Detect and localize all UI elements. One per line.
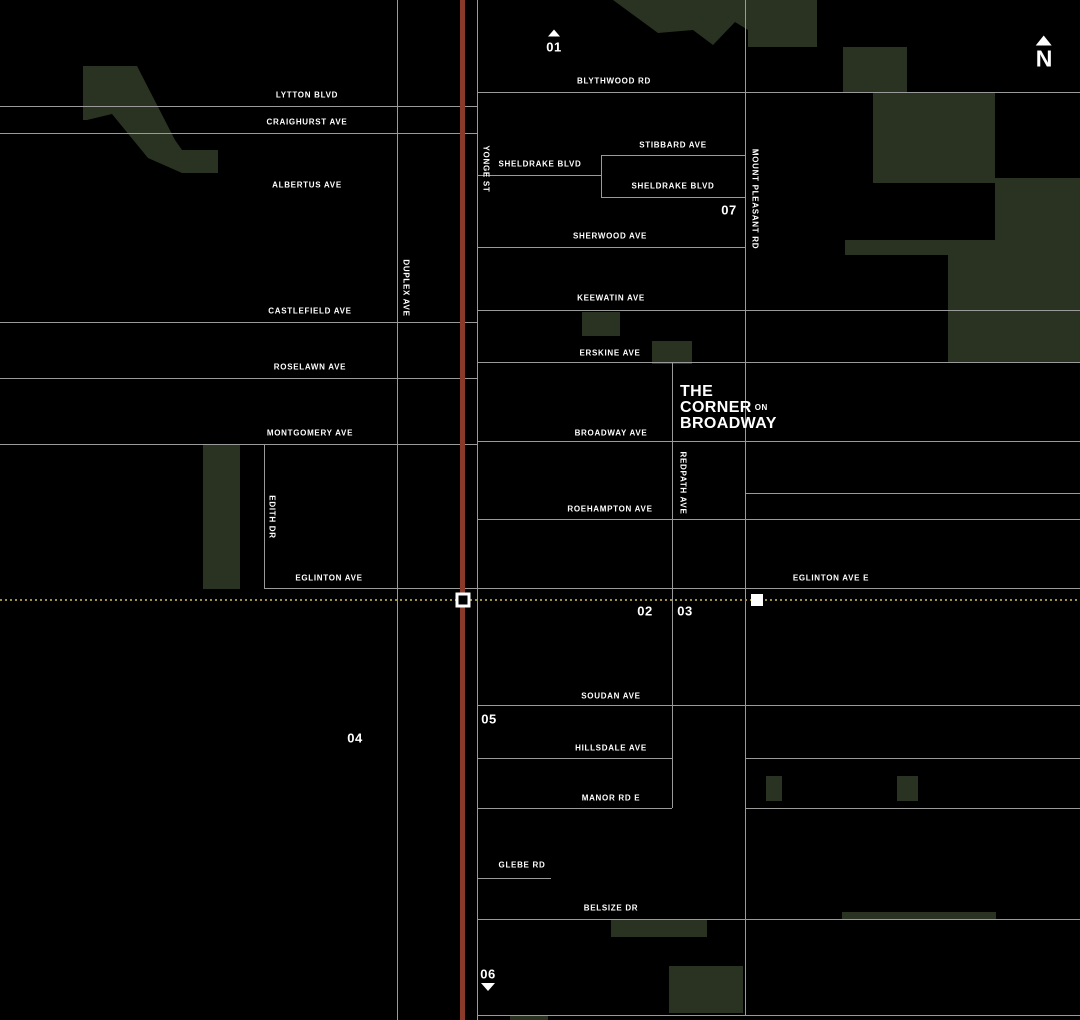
park-area [613, 0, 817, 47]
street-label-belsize-dr: BELSIZE DR [583, 903, 639, 913]
street-line-horizontal [0, 378, 477, 379]
park-area [845, 240, 1080, 255]
logo-line-the: THE [680, 383, 714, 400]
street-label-hillsdale-ave: HILLSDALE AVE [575, 743, 647, 753]
street-label-keewatin-ave: KEEWATIN AVE [577, 293, 645, 303]
map-marker-06: 06 [480, 966, 496, 982]
lrt-station-marker [751, 594, 763, 606]
street-label-glebe-rd: GLEBE RD [498, 860, 546, 870]
street-line-vertical [264, 444, 265, 588]
map-marker-03: 03 [677, 603, 693, 619]
street-label-stibbard-ave: STIBBARD AVE [639, 140, 707, 150]
street-label-lytton-blvd: LYTTON BLVD [275, 90, 339, 100]
street-label-albertus-ave: ALBERTUS AVE [272, 180, 342, 190]
up-arrow-icon [548, 29, 560, 37]
street-label-redpath-ave: REDPATH AVE [678, 451, 688, 515]
street-line-horizontal [477, 705, 1080, 706]
street-line-horizontal [0, 444, 477, 445]
map-marker-04: 04 [347, 730, 363, 746]
map-marker-02: 02 [637, 603, 653, 619]
street-line-horizontal [477, 519, 1080, 520]
park-area [582, 312, 620, 336]
street-label-yonge-st: YONGE ST [481, 145, 491, 193]
street-line-horizontal [0, 322, 477, 323]
park-area [842, 912, 996, 920]
street-label-mount-pleasant-rd: MOUNT PLEASANT RD [750, 148, 760, 250]
park-area [873, 92, 995, 183]
street-label-erskine-ave: ERSKINE AVE [579, 348, 641, 358]
map-marker-05: 05 [481, 711, 497, 727]
street-label-sheldrake-blvd: SHELDRAKE BLVD [631, 181, 715, 191]
subway-station-marker [455, 592, 471, 608]
street-label-eglinton-ave-e: EGLINTON AVE E [792, 573, 870, 583]
park-area [766, 776, 782, 801]
street-line-horizontal [477, 758, 672, 759]
street-line-horizontal [601, 197, 745, 198]
street-line-vertical [745, 0, 746, 1015]
street-line-vertical [601, 155, 602, 197]
street-label-craighurst-ave: CRAIGHURST AVE [266, 117, 348, 127]
street-line-horizontal [477, 362, 1080, 363]
street-label-sherwood-ave: SHERWOOD AVE [572, 231, 648, 241]
park-area [611, 920, 707, 937]
eglinton-lrt-dotted-line [0, 599, 1080, 601]
street-line-horizontal [477, 1015, 1080, 1016]
park-area [843, 47, 907, 92]
street-line-horizontal [477, 878, 551, 879]
park-area [897, 776, 918, 801]
street-label-sheldrake-blvd: SHELDRAKE BLVD [498, 159, 582, 169]
logo-line-broadway: BROADWAY [680, 415, 777, 432]
street-label-manor-rd-e: MANOR RD E [581, 793, 641, 803]
north-arrow-icon [1036, 35, 1052, 46]
street-label-roehampton-ave: ROEHAMPTON AVE [567, 504, 653, 514]
street-line-horizontal [0, 106, 477, 107]
map-marker-07: 07 [721, 202, 737, 218]
street-line-horizontal [477, 919, 1080, 920]
logo-on-text: ON [754, 403, 768, 412]
street-line-vertical [477, 0, 478, 1020]
street-line-horizontal [477, 808, 672, 809]
logo-line-corner: CORNER ON [680, 399, 768, 416]
street-label-soudan-ave: SOUDAN AVE [581, 691, 641, 701]
street-line-horizontal [477, 175, 601, 176]
street-line-horizontal [477, 92, 1080, 93]
street-label-castlefield-ave: CASTLEFIELD AVE [268, 306, 352, 316]
street-line-horizontal [477, 247, 745, 248]
park-area [203, 444, 240, 589]
park-area [83, 66, 218, 173]
street-line-horizontal [745, 493, 1080, 494]
street-line-horizontal [601, 155, 745, 156]
park-area [510, 1016, 548, 1020]
street-label-duplex-ave: DUPLEX AVE [401, 259, 411, 317]
yonge-subway-line [460, 0, 465, 1020]
north-letter: N [1035, 45, 1053, 72]
park-area [669, 966, 743, 1013]
street-label-blythwood-rd: BLYTHWOOD RD [577, 76, 651, 86]
street-line-horizontal [477, 441, 1080, 442]
street-line-horizontal [477, 310, 1080, 311]
street-line-horizontal [745, 808, 1080, 809]
north-compass: N [1035, 35, 1053, 72]
street-label-edith-dr: EDITH DR [267, 495, 277, 539]
park-area [948, 255, 1080, 362]
down-arrow-icon [481, 983, 495, 991]
street-label-roselawn-ave: ROSELAWN AVE [273, 362, 347, 372]
the-corner-on-broadway-logo: THE CORNER ON BROADWAY [680, 384, 777, 432]
street-line-horizontal [0, 133, 477, 134]
street-label-eglinton-ave: EGLINTON AVE [295, 573, 363, 583]
street-line-vertical [672, 362, 673, 808]
street-label-broadway-ave: BROADWAY AVE [574, 428, 648, 438]
street-line-vertical [397, 0, 398, 1020]
street-line-horizontal [745, 758, 1080, 759]
map-marker-01: 01 [546, 39, 562, 55]
street-label-montgomery-ave: MONTGOMERY AVE [266, 428, 354, 438]
park-area [652, 341, 692, 364]
